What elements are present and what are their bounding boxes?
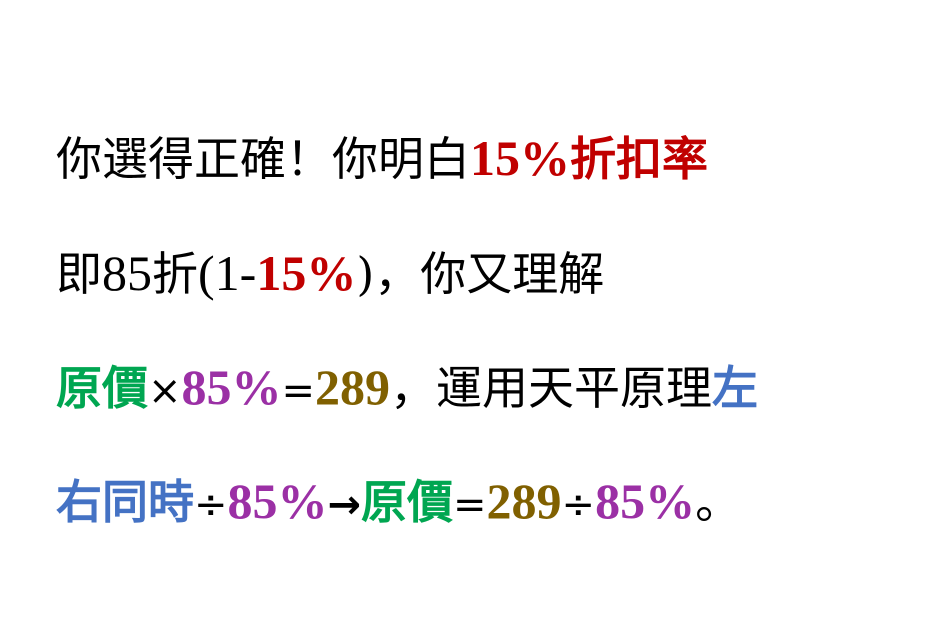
text-line-3: 原價×85%=289，運用天平原理左 — [56, 357, 758, 417]
arrow-right-icon: → — [327, 482, 362, 528]
understand-text: )，你又理解 — [356, 247, 605, 301]
that-is-text: 即 — [56, 247, 102, 301]
correct-statement: 你選得正確！你明白 — [56, 132, 470, 186]
eighty-five-percent-3: 85% — [595, 473, 696, 529]
price-289: 289 — [315, 359, 391, 415]
text-line-1: 你選得正確！你明白15%折扣率 — [56, 128, 708, 188]
full-stop: 。 — [695, 475, 742, 529]
eighty-five-percent-2: 85% — [227, 473, 328, 529]
equals-sign-2: = — [453, 482, 487, 528]
left-side-term: 左 — [712, 361, 759, 415]
divide-sign: ÷ — [194, 482, 228, 528]
discount-85-number: 85 — [102, 245, 152, 301]
original-price-term-2: 原價 — [361, 475, 454, 529]
balance-principle-text: ，運用天平原理 — [390, 361, 713, 415]
right-simultaneous-term: 右同時 — [56, 475, 194, 529]
divide-sign-2: ÷ — [561, 482, 596, 528]
fifteen-percent: 15% — [256, 245, 357, 301]
discount-rate-value: 15% — [470, 130, 570, 186]
text-line-2: 即85折(1-15%)，你又理解 — [56, 243, 604, 303]
equals-sign: = — [281, 368, 316, 414]
original-price-term: 原價 — [56, 361, 148, 415]
discount-unit: 折 — [152, 247, 198, 301]
discount-rate-label: 折扣率 — [570, 132, 708, 186]
price-289-2: 289 — [486, 473, 562, 529]
multiply-sign: × — [148, 368, 182, 414]
paren-open-one-minus: (1- — [198, 245, 257, 301]
text-line-4: 右同時÷85%→原價=289÷85%。 — [56, 471, 741, 531]
eighty-five-percent: 85% — [181, 359, 282, 415]
